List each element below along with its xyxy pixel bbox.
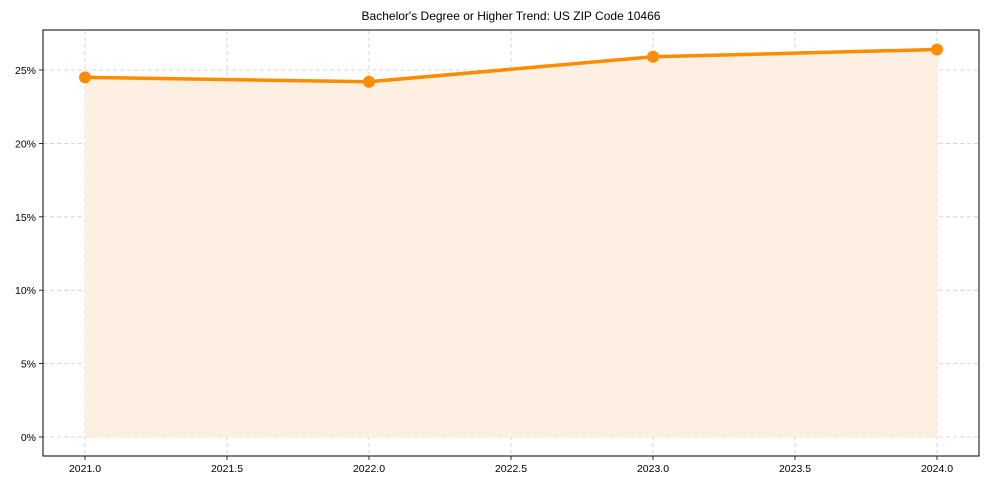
y-tick-label: 20% — [15, 138, 36, 150]
y-tick-label: 5% — [21, 359, 36, 371]
y-tick-label: 15% — [15, 212, 36, 224]
area-fill — [85, 49, 937, 438]
y-tick-label: 0% — [21, 432, 36, 444]
x-tick-label: 2023.5 — [779, 463, 811, 475]
y-tick-label: 25% — [15, 65, 36, 77]
x-tick-label: 2024.0 — [921, 463, 953, 475]
y-axis: 0% 5% 10% 15% 20% 25% — [15, 65, 43, 444]
x-tick-label: 2022.0 — [353, 463, 385, 475]
data-point-marker — [931, 43, 943, 56]
x-axis: 2021.0 2021.5 2022.0 2022.5 2023.0 2023.5 2024… — [69, 456, 953, 475]
x-tick-label: 2023.0 — [637, 463, 669, 475]
data-line — [84, 47, 938, 84]
y-tick-label: 10% — [15, 285, 36, 297]
x-tick-label: 2021.5 — [211, 463, 243, 475]
data-markers — [79, 43, 943, 88]
data-point-marker — [363, 75, 375, 88]
x-tick-label: 2022.5 — [495, 463, 527, 475]
data-point-marker — [79, 71, 91, 84]
chart-title: Bachelor's Degree or Higher Trend: US ZI… — [361, 9, 661, 23]
data-point-marker — [647, 50, 659, 63]
x-tick-label: 2021.0 — [69, 463, 101, 475]
